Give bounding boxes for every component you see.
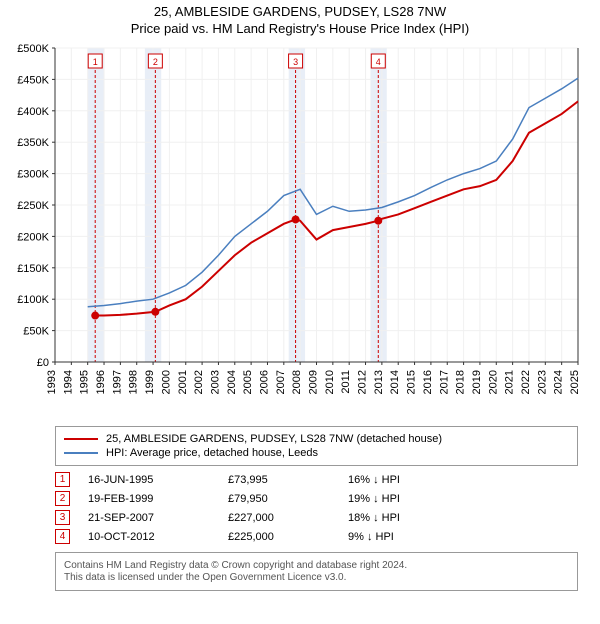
legend-swatch (64, 438, 98, 440)
x-tick-label: 2009 (308, 370, 320, 394)
y-tick-label: £250K (17, 200, 49, 212)
y-tick-label: £50K (23, 326, 49, 338)
x-tick-label: 2021 (504, 370, 516, 394)
footer: Contains HM Land Registry data © Crown c… (55, 552, 578, 591)
figure: 25, AMBLESIDE GARDENS, PUDSEY, LS28 7NW … (0, 4, 600, 624)
sales-table: 1 16-JUN-1995£73,99516% ↓ HPI 2 19-FEB-1999… (55, 472, 578, 544)
sale-marker-number: 3 (293, 57, 298, 67)
x-tick-label: 1993 (46, 370, 58, 394)
x-tick-label: 1994 (62, 370, 74, 394)
x-tick-label: 2017 (438, 370, 450, 394)
sale-marker-number: 2 (153, 57, 158, 67)
x-tick-label: 2014 (389, 370, 401, 394)
x-tick-label: 2025 (569, 370, 581, 394)
sale-row: 4 10-OCT-2012£225,0009% ↓ HPI (55, 529, 578, 544)
sale-row-price: £227,000 (228, 512, 348, 524)
chart-svg: £0 £50K £100K £150K £200K £250K £300K £350K £400… (0, 42, 600, 422)
sale-row-marker: 1 (55, 472, 70, 487)
sale-point (91, 312, 99, 320)
sale-point (151, 308, 159, 316)
x-tick-label: 2015 (406, 370, 418, 394)
x-tick-label: 2018 (455, 370, 467, 394)
sale-row-date: 19-FEB-1999 (88, 493, 228, 505)
legend: 25, AMBLESIDE GARDENS, PUDSEY, LS28 7NW … (55, 426, 578, 466)
legend-label: 25, AMBLESIDE GARDENS, PUDSEY, LS28 7NW … (106, 433, 442, 445)
sale-row-marker: 3 (55, 510, 70, 525)
y-tick-label: £150K (17, 263, 49, 275)
x-tick-label: 1996 (95, 370, 107, 394)
x-tick-label: 2022 (520, 370, 532, 394)
sale-marker-number: 4 (376, 57, 381, 67)
chart-area: £0 £50K £100K £150K £200K £250K £300K £350K £400… (0, 42, 600, 422)
sale-row-date: 21-SEP-2007 (88, 512, 228, 524)
x-tick-label: 1997 (111, 370, 123, 394)
sale-row-diff: 19% ↓ HPI (348, 493, 468, 505)
x-tick-label: 2005 (242, 370, 254, 394)
x-tick-label: 2019 (471, 370, 483, 394)
x-tick-label: 1995 (79, 370, 91, 394)
x-tick-label: 2003 (209, 370, 221, 394)
sale-row: 2 19-FEB-1999£79,95019% ↓ HPI (55, 491, 578, 506)
y-tick-label: £100K (17, 294, 49, 306)
x-tick-label: 1998 (128, 370, 140, 394)
sale-row-marker: 2 (55, 491, 70, 506)
chart-subtitle: Price paid vs. HM Land Registry's House … (0, 21, 600, 36)
x-tick-label: 2024 (553, 370, 565, 394)
x-tick-label: 2001 (177, 370, 189, 394)
sale-row-diff: 18% ↓ HPI (348, 512, 468, 524)
sale-row-marker: 4 (55, 529, 70, 544)
y-tick-label: £300K (17, 169, 49, 181)
legend-label: HPI: Average price, detached house, Leed… (106, 447, 318, 459)
x-tick-label: 2012 (357, 370, 369, 394)
y-tick-label: £400K (17, 106, 49, 118)
x-tick-label: 2023 (536, 370, 548, 394)
x-tick-label: 2002 (193, 370, 205, 394)
legend-swatch (64, 452, 98, 454)
x-tick-label: 2013 (373, 370, 385, 394)
x-tick-label: 2020 (487, 370, 499, 394)
y-tick-label: £500K (17, 43, 49, 55)
sale-point (292, 215, 300, 223)
sale-row-diff: 16% ↓ HPI (348, 474, 468, 486)
x-tick-label: 2000 (160, 370, 172, 394)
y-tick-label: £450K (17, 74, 49, 86)
sale-row: 3 21-SEP-2007£227,00018% ↓ HPI (55, 510, 578, 525)
x-tick-label: 2006 (258, 370, 270, 394)
x-tick-label: 2007 (275, 370, 287, 394)
x-tick-label: 1999 (144, 370, 156, 394)
sale-row-date: 16-JUN-1995 (88, 474, 228, 486)
sale-row-price: £73,995 (228, 474, 348, 486)
sale-row-date: 10-OCT-2012 (88, 531, 228, 543)
footer-line: Contains HM Land Registry data © Crown c… (64, 560, 569, 571)
sale-row-price: £225,000 (228, 531, 348, 543)
chart-title: 25, AMBLESIDE GARDENS, PUDSEY, LS28 7NW (0, 4, 600, 19)
x-tick-label: 2011 (340, 370, 352, 394)
y-tick-label: £350K (17, 137, 49, 149)
legend-item: 25, AMBLESIDE GARDENS, PUDSEY, LS28 7NW … (64, 433, 569, 445)
sale-row: 1 16-JUN-1995£73,99516% ↓ HPI (55, 472, 578, 487)
series-line (95, 101, 578, 315)
sale-row-diff: 9% ↓ HPI (348, 531, 468, 543)
legend-item: HPI: Average price, detached house, Leed… (64, 447, 569, 459)
x-tick-label: 2010 (324, 370, 336, 394)
y-tick-label: £200K (17, 231, 49, 243)
x-tick-label: 2004 (226, 370, 238, 394)
sale-row-price: £79,950 (228, 493, 348, 505)
sale-marker-number: 1 (93, 57, 98, 67)
footer-line: This data is licensed under the Open Gov… (64, 572, 569, 583)
x-tick-label: 2016 (422, 370, 434, 394)
x-tick-label: 2008 (291, 370, 303, 394)
sale-point (374, 217, 382, 225)
y-tick-label: £0 (37, 357, 49, 369)
